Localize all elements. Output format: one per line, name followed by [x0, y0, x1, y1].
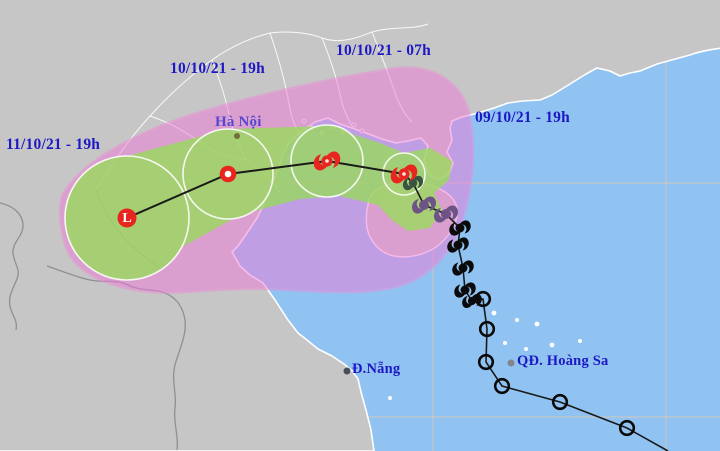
city-label-hanoi: Hà Nội	[215, 114, 262, 130]
timestamp-label-11-10: 11/10/21 - 19h	[6, 136, 101, 153]
timestamp-label-10-10-19h: 10/10/21 - 19h	[170, 60, 265, 77]
timestamp-label-09-10: 09/10/21 - 19h	[475, 109, 570, 126]
paracel-islets	[388, 310, 582, 400]
uncertainty-circles	[64, 124, 426, 281]
timestamp-label-10-10-07h: 10/10/21 - 07h	[336, 42, 431, 59]
svg-text:L: L	[122, 211, 131, 226]
city-label-danang: Đ.Nẵng	[352, 361, 401, 377]
island-label-hoang-sa: QĐ. Hoàng Sa	[517, 353, 609, 369]
storm-track: L	[117, 151, 669, 451]
city-markers	[234, 133, 515, 375]
